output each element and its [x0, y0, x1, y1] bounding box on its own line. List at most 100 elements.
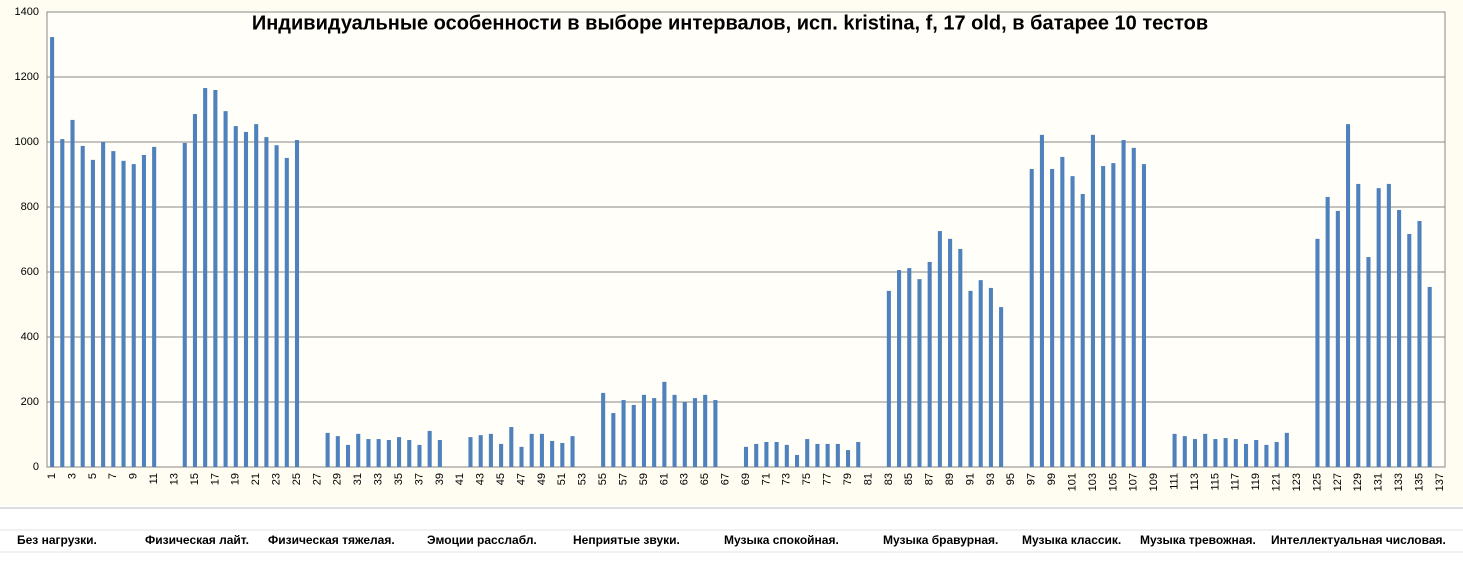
x-tick-label: 99: [1046, 473, 1058, 485]
bar: [927, 261, 932, 467]
group-label: Физическая лайт.: [145, 533, 249, 547]
bar: [1407, 233, 1412, 467]
x-tick-label: 131: [1373, 473, 1385, 491]
bar: [611, 413, 616, 467]
bar: [988, 287, 993, 467]
x-tick-label: 11: [148, 473, 160, 484]
bar: [1417, 220, 1422, 467]
bar: [631, 404, 636, 467]
bar: [886, 290, 891, 467]
chart-title: Индивидуальные особенности в выборе инте…: [252, 12, 1208, 34]
bar: [101, 142, 106, 467]
bar: [825, 443, 830, 467]
x-tick-label: 39: [434, 473, 446, 485]
bar: [1090, 134, 1095, 467]
bar: [386, 440, 391, 467]
bar: [1386, 183, 1391, 468]
bar: [488, 433, 493, 467]
bar: [1111, 163, 1116, 467]
bar: [652, 398, 657, 467]
x-tick-label: 1: [46, 473, 58, 479]
bar: [1243, 443, 1249, 467]
bar: [1233, 439, 1238, 467]
bar: [662, 381, 667, 467]
bar: [560, 442, 565, 467]
bar: [958, 248, 963, 467]
bar: [1039, 134, 1044, 467]
bar: [907, 268, 912, 467]
bar: [1335, 210, 1340, 467]
x-tick-label: 113: [1189, 473, 1201, 491]
bar: [794, 454, 800, 467]
bar: [376, 439, 381, 467]
x-tick-label: 59: [638, 473, 650, 485]
bar: [743, 446, 749, 467]
bar: [835, 443, 840, 467]
bar: [1325, 196, 1330, 468]
x-tick-label: 3: [66, 473, 78, 479]
y-tick-label: 1000: [15, 136, 39, 148]
bar: [1254, 440, 1259, 467]
x-tick-label: 129: [1352, 473, 1364, 491]
bar: [478, 435, 483, 467]
y-tick-label: 200: [21, 396, 39, 408]
x-tick-label: 71: [760, 473, 772, 485]
bar: [641, 394, 646, 467]
bar: [1315, 238, 1320, 467]
bar: [70, 119, 75, 468]
bar: [703, 394, 708, 467]
bar: [345, 444, 351, 467]
bar: [1427, 286, 1432, 467]
bar: [529, 433, 534, 467]
x-tick-label: 123: [1291, 473, 1303, 491]
bar: [968, 290, 973, 467]
x-tick-label: 73: [781, 473, 793, 485]
y-tick-label: 1200: [15, 71, 39, 83]
bar: [325, 432, 330, 467]
x-tick-label: 95: [1005, 473, 1017, 485]
bar: [1182, 436, 1187, 467]
bar: [131, 164, 136, 467]
bar: [519, 446, 524, 467]
x-tick-label: 31: [352, 473, 364, 485]
bar: [1223, 438, 1228, 467]
bar: [223, 111, 228, 467]
bar: [917, 279, 922, 467]
bar: [233, 126, 238, 467]
bar: [111, 151, 116, 467]
y-tick-label: 800: [21, 201, 39, 213]
bar: [203, 88, 208, 468]
y-tick-label: 600: [21, 266, 39, 278]
x-tick-label: 19: [230, 473, 242, 485]
bar: [397, 437, 402, 467]
x-tick-label: 115: [1209, 473, 1221, 491]
group-label: Физическая тяжелая.: [268, 533, 395, 547]
x-tick-label: 85: [903, 473, 915, 485]
x-tick-label: 87: [924, 473, 936, 485]
x-tick-label: 107: [1128, 473, 1140, 491]
x-tick-label: 75: [801, 473, 813, 485]
bar: [1376, 188, 1381, 467]
bar: [50, 37, 55, 468]
x-tick-label: 121: [1271, 473, 1283, 491]
bar: [1050, 168, 1055, 467]
x-tick-label: 47: [515, 473, 527, 485]
group-label: Неприятые звуки.: [573, 533, 680, 547]
x-tick-label: 23: [271, 473, 283, 485]
bar: [90, 159, 95, 467]
x-tick-label: 15: [189, 473, 201, 485]
bar: [1203, 433, 1208, 467]
bar: [754, 443, 759, 467]
bar: [692, 398, 698, 467]
bar: [682, 402, 687, 467]
bar: [621, 400, 626, 467]
bar: [1121, 140, 1126, 468]
bar: [192, 114, 198, 468]
bar: [805, 439, 810, 467]
bar: [1346, 124, 1351, 467]
bar: [80, 145, 85, 467]
bar: [417, 444, 422, 467]
x-tick-label: 35: [393, 473, 405, 485]
x-tick-label: 25: [291, 473, 303, 485]
